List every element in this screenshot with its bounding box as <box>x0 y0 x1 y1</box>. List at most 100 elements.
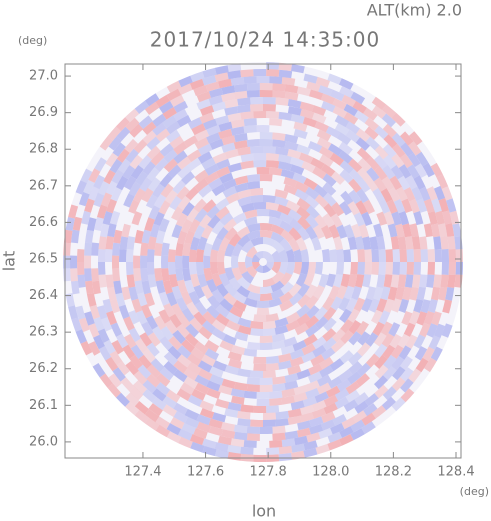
radar-cell <box>411 236 421 250</box>
radar-cell <box>371 249 380 262</box>
radar-cell <box>134 100 150 114</box>
y-tick-label: 27.0 <box>29 69 58 84</box>
radar-cell <box>154 242 163 256</box>
radar-cell <box>140 304 153 319</box>
radar-cell <box>177 313 191 329</box>
radar-cell <box>181 307 195 322</box>
radar-cell <box>71 229 80 244</box>
radar-cell <box>353 297 366 312</box>
radar-cell <box>424 357 437 373</box>
radar-cell <box>413 298 424 313</box>
radar-cell <box>125 108 140 123</box>
radar-cell <box>204 163 220 176</box>
radar-cell <box>278 360 292 370</box>
radar-cell <box>281 438 296 447</box>
radar-cell <box>196 262 205 276</box>
radar-cell <box>105 180 118 196</box>
radar-cell <box>237 146 251 156</box>
radar-cell <box>110 322 123 337</box>
radar-cell <box>329 249 338 262</box>
radar-cell <box>131 298 143 313</box>
radar-cell <box>133 380 147 395</box>
radar-cell <box>163 158 178 173</box>
radar-cell <box>316 382 332 395</box>
radar-cell <box>222 334 237 346</box>
radar-cell <box>247 174 260 183</box>
radar-cell <box>221 135 236 146</box>
radar-cell <box>141 280 152 295</box>
radar-cell <box>283 184 298 196</box>
radar-cell <box>391 211 402 226</box>
radar-cell <box>279 212 294 225</box>
radar-cell <box>352 410 367 424</box>
radar-cell <box>148 403 163 417</box>
radar-cell <box>447 236 456 250</box>
radar-cell <box>312 400 327 412</box>
radar-cell <box>433 185 446 201</box>
radar-cell <box>178 436 193 449</box>
radar-cell <box>265 313 280 322</box>
radar-cell <box>146 136 161 151</box>
radar-cell <box>391 132 406 147</box>
radar-cell <box>294 435 308 446</box>
radar-cell <box>347 236 358 250</box>
radar-cell <box>231 267 243 281</box>
radar-cell <box>164 189 178 204</box>
y-tick-label: 26.5 <box>29 251 58 266</box>
radar-cell <box>184 230 195 245</box>
radar-cell <box>312 112 327 124</box>
radar-cell <box>339 169 354 184</box>
radar-cell <box>340 190 354 205</box>
radar-cell <box>146 342 160 357</box>
x-tick-label: 128.4 <box>437 465 474 480</box>
radar-cell <box>263 145 276 154</box>
radar-cell <box>159 173 173 188</box>
radar-cell <box>178 429 193 441</box>
radar-cell <box>287 408 302 418</box>
radar-cell <box>325 385 341 398</box>
radar-cell <box>393 199 406 214</box>
radar-cell <box>423 198 435 213</box>
radar-cell <box>78 191 90 207</box>
radar-cell <box>409 223 419 238</box>
radar-cell <box>241 271 254 284</box>
radar-cell <box>211 319 226 333</box>
radar-cell <box>306 81 321 92</box>
radar-cell <box>441 323 453 338</box>
radar-cell <box>373 223 384 238</box>
radar-cell <box>211 327 226 341</box>
radar-cell <box>247 230 261 241</box>
radar-cell <box>221 92 235 102</box>
radar-cell <box>243 297 258 308</box>
radar-cell <box>147 274 157 288</box>
radar-cell <box>413 175 426 190</box>
radar-cell <box>224 408 239 418</box>
radar-cell <box>150 151 165 166</box>
radar-cell <box>365 353 380 368</box>
x-tick-label: 127.4 <box>124 465 161 480</box>
radar-cell <box>305 324 320 338</box>
radar-cell <box>234 175 249 186</box>
radar-cell <box>189 434 205 446</box>
radar-cell <box>318 85 333 96</box>
radar-cell <box>305 214 319 229</box>
radar-cell <box>279 238 293 252</box>
radar-cell <box>138 155 152 170</box>
radar-cell <box>297 420 312 431</box>
radar-cell <box>357 262 366 275</box>
radar-cell <box>125 249 134 262</box>
radar-cell <box>206 278 218 293</box>
radar-cell <box>305 380 320 392</box>
radar-cell <box>272 90 286 99</box>
radar-cell <box>166 291 178 307</box>
radar-cell <box>357 167 371 182</box>
radar-cell <box>142 348 156 363</box>
radar-cell <box>338 150 353 164</box>
radar-cell <box>246 265 258 278</box>
radar-cell <box>294 322 309 336</box>
radar-cell <box>321 163 336 177</box>
radar-cell <box>441 186 453 201</box>
radar-cell <box>129 154 143 170</box>
y-tick-label: 26.9 <box>29 105 58 120</box>
radar-cell <box>445 287 455 301</box>
